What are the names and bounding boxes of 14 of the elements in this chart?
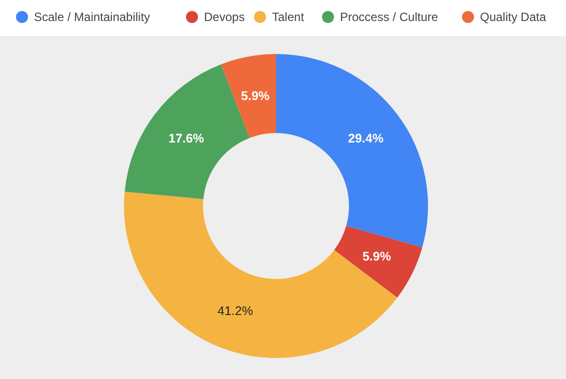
donut-slice — [220, 54, 276, 138]
data-label: 5.9% — [241, 88, 270, 103]
legend-label: Proccess / Culture — [340, 10, 438, 24]
legend-label: Devops — [204, 10, 245, 24]
data-label: 41.2% — [218, 304, 253, 318]
donut-slice — [276, 54, 428, 248]
data-label: 5.9% — [362, 249, 391, 264]
legend-label: Scale / Maintainability — [34, 10, 150, 24]
legend-label: Talent — [272, 10, 305, 24]
data-label: 17.6% — [168, 132, 204, 146]
data-label: 29.4% — [348, 132, 384, 146]
donut-slice — [334, 226, 422, 298]
donut-slice — [124, 192, 398, 358]
legend-label: Quality Data — [480, 10, 546, 24]
